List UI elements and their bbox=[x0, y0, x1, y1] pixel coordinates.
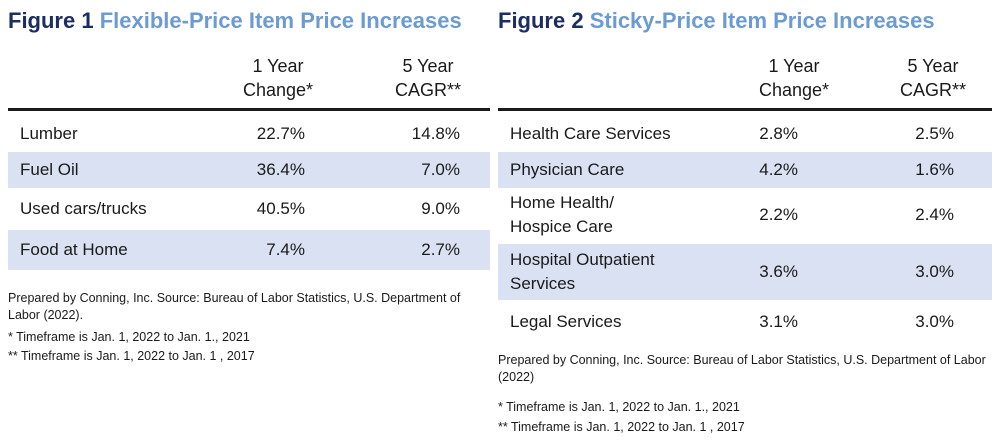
figure-2-header-rule bbox=[498, 108, 992, 111]
row-five-year-value: 3.0% bbox=[915, 262, 954, 281]
figure-1-col-2-header-text: 5 Year CAGR** bbox=[394, 56, 461, 100]
row-five-year-value: 7.0% bbox=[421, 160, 460, 179]
row-five-year-value: 2.4% bbox=[915, 205, 954, 224]
row-label: Fuel Oil bbox=[20, 160, 79, 179]
table-row: Food at Home 7.4% 2.7% bbox=[8, 230, 490, 270]
figure-2-col-2-header: 5 Year CAGR** bbox=[874, 54, 992, 102]
figure-2-col-1-header: 1 Year Change* bbox=[732, 54, 856, 102]
table-row: Hospital Outpatient Services 3.6% 3.0% bbox=[498, 244, 992, 300]
figure-1-col-2-header: 5 Year CAGR** bbox=[368, 54, 488, 102]
figure-2-title: Figure 2 Sticky-Price Item Price Increas… bbox=[498, 8, 935, 34]
row-one-year-value: 3.6% bbox=[759, 262, 798, 281]
figure-1-source-note: Prepared by Conning, Inc. Source: Bureau… bbox=[8, 291, 461, 322]
row-five-year-value: 2.7% bbox=[421, 240, 460, 259]
figure-2-panel: Figure 2 Sticky-Price Item Price Increas… bbox=[498, 0, 992, 440]
figure-1-panel: Figure 1 Flexible-Price Item Price Incre… bbox=[8, 0, 490, 440]
figure-2-footnote-1: * Timeframe is Jan. 1, 2022 to Jan. 1., … bbox=[498, 400, 740, 414]
row-one-year-value: 22.7% bbox=[256, 124, 305, 143]
table-row: Lumber 22.7% 14.8% bbox=[8, 116, 490, 152]
row-label: Health Care Services bbox=[510, 124, 671, 143]
table-row: Fuel Oil 36.4% 7.0% bbox=[8, 152, 490, 188]
row-label: Hospital Outpatient Services bbox=[510, 250, 655, 293]
figure-1-footnote-2: ** Timeframe is Jan. 1, 2022 to Jan. 1 ,… bbox=[8, 349, 255, 363]
row-label: Physician Care bbox=[510, 160, 625, 179]
row-five-year-value: 3.0% bbox=[915, 312, 954, 331]
row-label: Home Health/Hospice Care bbox=[510, 193, 614, 236]
figure-2-col-2-header-text: 5 Year CAGR** bbox=[899, 56, 966, 100]
figure-1-title: Figure 1 Flexible-Price Item Price Incre… bbox=[8, 8, 462, 34]
row-one-year-value: 2.2% bbox=[759, 205, 798, 224]
row-five-year-value: 14.8% bbox=[411, 124, 460, 143]
figure-1-col-1-header-text: 1 Year Change* bbox=[242, 56, 314, 100]
row-five-year-value: 9.0% bbox=[421, 199, 460, 218]
row-five-year-value: 1.6% bbox=[915, 160, 954, 179]
row-label: Food at Home bbox=[20, 240, 128, 259]
row-one-year-value: 4.2% bbox=[759, 160, 798, 179]
figure-1-number: Figure 1 bbox=[8, 8, 94, 33]
figure-2-source-note: Prepared by Conning, Inc. Source: Bureau… bbox=[498, 353, 986, 384]
row-one-year-value: 7.4% bbox=[266, 240, 305, 259]
row-one-year-value: 2.8% bbox=[759, 124, 798, 143]
table-row: Home Health/Hospice Care 2.2% 2.4% bbox=[498, 188, 992, 242]
table-row: Health Care Services 2.8% 2.5% bbox=[498, 116, 992, 152]
figure-2-footnote-2: ** Timeframe is Jan. 1, 2022 to Jan. 1 ,… bbox=[498, 420, 745, 434]
row-one-year-value: 36.4% bbox=[256, 160, 305, 179]
row-label: Lumber bbox=[20, 124, 78, 143]
row-label: Used cars/trucks bbox=[20, 199, 147, 218]
figure-1-name: Flexible-Price Item Price Increases bbox=[99, 8, 462, 33]
row-one-year-value: 40.5% bbox=[256, 199, 305, 218]
figure-2-number: Figure 2 bbox=[498, 8, 584, 33]
row-one-year-value: 3.1% bbox=[759, 312, 798, 331]
table-row: Physician Care 4.2% 1.6% bbox=[498, 152, 992, 188]
figure-1-header-rule bbox=[8, 108, 490, 111]
figure-2-name: Sticky-Price Item Price Increases bbox=[589, 8, 935, 33]
figure-1-col-1-header: 1 Year Change* bbox=[218, 54, 338, 102]
table-row: Legal Services 3.1% 3.0% bbox=[498, 302, 992, 342]
table-row: Used cars/trucks 40.5% 9.0% bbox=[8, 190, 490, 228]
row-five-year-value: 2.5% bbox=[915, 124, 954, 143]
row-label: Legal Services bbox=[510, 312, 622, 331]
figure-1-footnote-1: * Timeframe is Jan. 1, 2022 to Jan. 1., … bbox=[8, 330, 250, 344]
figure-2-col-1-header-text: 1 Year Change* bbox=[758, 56, 830, 100]
